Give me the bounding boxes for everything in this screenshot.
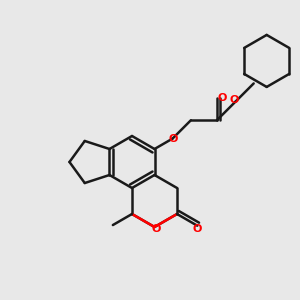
Text: O: O bbox=[193, 224, 202, 234]
Text: O: O bbox=[169, 134, 178, 144]
Text: O: O bbox=[230, 95, 239, 105]
Text: O: O bbox=[152, 224, 161, 234]
Text: O: O bbox=[217, 93, 226, 103]
